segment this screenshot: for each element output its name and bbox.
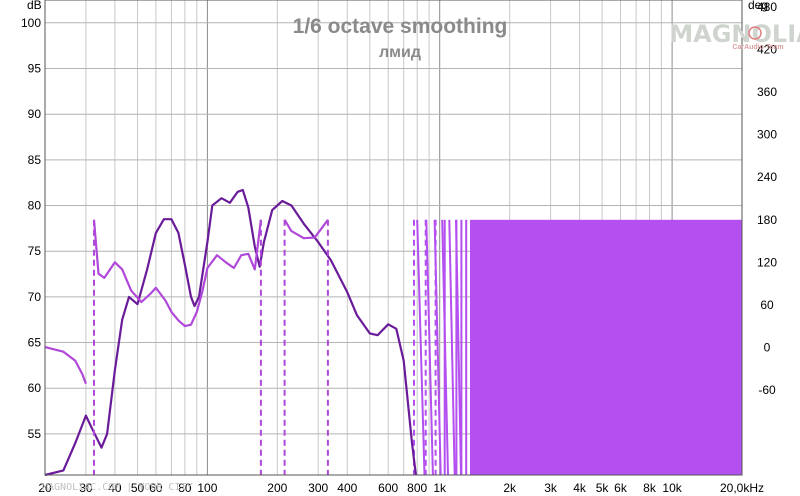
chart-title: 1/6 octave smoothing [293, 15, 508, 38]
x-tick-label: 30 [79, 481, 93, 495]
y-axis-right-label: deg [748, 0, 768, 12]
y-right-tick-label: 300 [757, 128, 777, 142]
x-tick-label: 60 [149, 481, 163, 495]
x-tick-label: 10k [662, 481, 682, 495]
series-line-3 [283, 219, 329, 240]
y-right-tick-label: 240 [757, 170, 777, 184]
x-tick-label: 20,0kHz [720, 481, 764, 495]
phase-band-fill [470, 219, 742, 475]
x-tick-label: 100 [197, 481, 217, 495]
phase-wrap-diagonal [448, 219, 456, 476]
y-left-tick-label: 80 [28, 199, 42, 213]
y-left-tick-label: 65 [28, 336, 42, 350]
y-right-tick-label: 0 [764, 340, 771, 354]
phase-wrap-diagonal [433, 219, 442, 476]
y-left-tick-label: 55 [28, 427, 42, 441]
watermark-subtext: CarAudio Team [732, 44, 783, 51]
x-tick-label: 40 [108, 481, 122, 495]
x-tick-label: 1k [433, 481, 447, 495]
y-left-tick-label: 75 [28, 244, 42, 258]
phase-wrap-diagonal [455, 219, 462, 476]
x-tick-label: 2k [503, 481, 517, 495]
watermark-circle-icon [748, 26, 762, 40]
x-tick-label: 6k [614, 481, 628, 495]
series-line-0 [44, 188, 417, 477]
y-left-tick-label: 95 [28, 62, 42, 76]
phase-wrap-diagonal [425, 219, 434, 476]
x-tick-label: 4k [573, 481, 587, 495]
y-right-tick-label: 420 [757, 43, 777, 57]
footer-watermark: MAGNOLIAC.COM | YOUR CITY [42, 482, 193, 493]
y-right-tick-label: -60 [758, 383, 776, 397]
phase-wrap-diagonal [416, 219, 426, 476]
x-tick-label: 600 [378, 481, 398, 495]
chart-series-lines [44, 188, 417, 477]
series-line-2 [92, 219, 262, 328]
x-tick-label: 800 [407, 481, 427, 495]
series-line-1 [44, 346, 87, 385]
x-tick-label: 5k [596, 481, 610, 495]
y-left-tick-label: 90 [28, 107, 42, 121]
plot-border [44, 0, 743, 476]
y-right-tick-label: 480 [757, 0, 777, 14]
x-tick-label: 20 [38, 481, 52, 495]
y-right-tick-label: 180 [757, 213, 777, 227]
x-tick-label: 200 [267, 481, 287, 495]
x-tick-label: 300 [308, 481, 328, 495]
phase-dense-band [413, 219, 742, 476]
x-tick-label: 80 [178, 481, 192, 495]
x-tick-label: 50 [131, 481, 145, 495]
y-left-tick-label: 70 [28, 290, 42, 304]
y-left-tick-label: 60 [28, 381, 42, 395]
y-left-tick-label: 85 [28, 153, 42, 167]
plot-frame [44, 0, 743, 476]
phase-wrap-diagonal [441, 219, 449, 476]
watermark-logo: MAGNOLIA CarAudio Team [669, 20, 800, 51]
chart-subtitle: лмид [379, 44, 421, 61]
x-tick-label: 8k [643, 481, 657, 495]
x-tick-label: 3k [544, 481, 558, 495]
y-right-tick-label: 60 [760, 298, 774, 312]
y-left-tick-label: 100 [21, 16, 41, 30]
x-tick-label: 400 [337, 481, 357, 495]
y-axis-left-label: dB [27, 0, 42, 12]
y-right-tick-label: 120 [757, 255, 777, 269]
watermark-text: MAGNOLIA [669, 20, 800, 48]
y-right-tick-label: 360 [757, 85, 777, 99]
axis-labels: 20 30 40 50 60 80 100 200 300 400 600 800 1k 2k 3k 4k 5k… [21, 0, 777, 495]
